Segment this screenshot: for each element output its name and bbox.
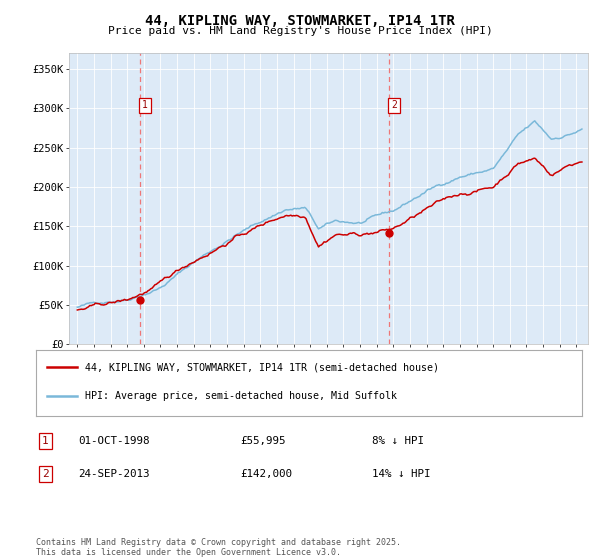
Text: £55,995: £55,995	[240, 436, 286, 446]
Text: HPI: Average price, semi-detached house, Mid Suffolk: HPI: Average price, semi-detached house,…	[85, 391, 397, 401]
Text: 24-SEP-2013: 24-SEP-2013	[78, 469, 149, 479]
Text: 8% ↓ HPI: 8% ↓ HPI	[372, 436, 424, 446]
Text: 14% ↓ HPI: 14% ↓ HPI	[372, 469, 431, 479]
Text: 2: 2	[42, 469, 49, 479]
Text: 01-OCT-1998: 01-OCT-1998	[78, 436, 149, 446]
Text: Price paid vs. HM Land Registry's House Price Index (HPI): Price paid vs. HM Land Registry's House …	[107, 26, 493, 36]
Text: 2: 2	[391, 100, 397, 110]
Text: £142,000: £142,000	[240, 469, 292, 479]
Text: 1: 1	[42, 436, 49, 446]
Text: Contains HM Land Registry data © Crown copyright and database right 2025.
This d: Contains HM Land Registry data © Crown c…	[36, 538, 401, 557]
Text: 44, KIPLING WAY, STOWMARKET, IP14 1TR: 44, KIPLING WAY, STOWMARKET, IP14 1TR	[145, 14, 455, 28]
Text: 1: 1	[142, 100, 148, 110]
Text: 44, KIPLING WAY, STOWMARKET, IP14 1TR (semi-detached house): 44, KIPLING WAY, STOWMARKET, IP14 1TR (s…	[85, 362, 439, 372]
